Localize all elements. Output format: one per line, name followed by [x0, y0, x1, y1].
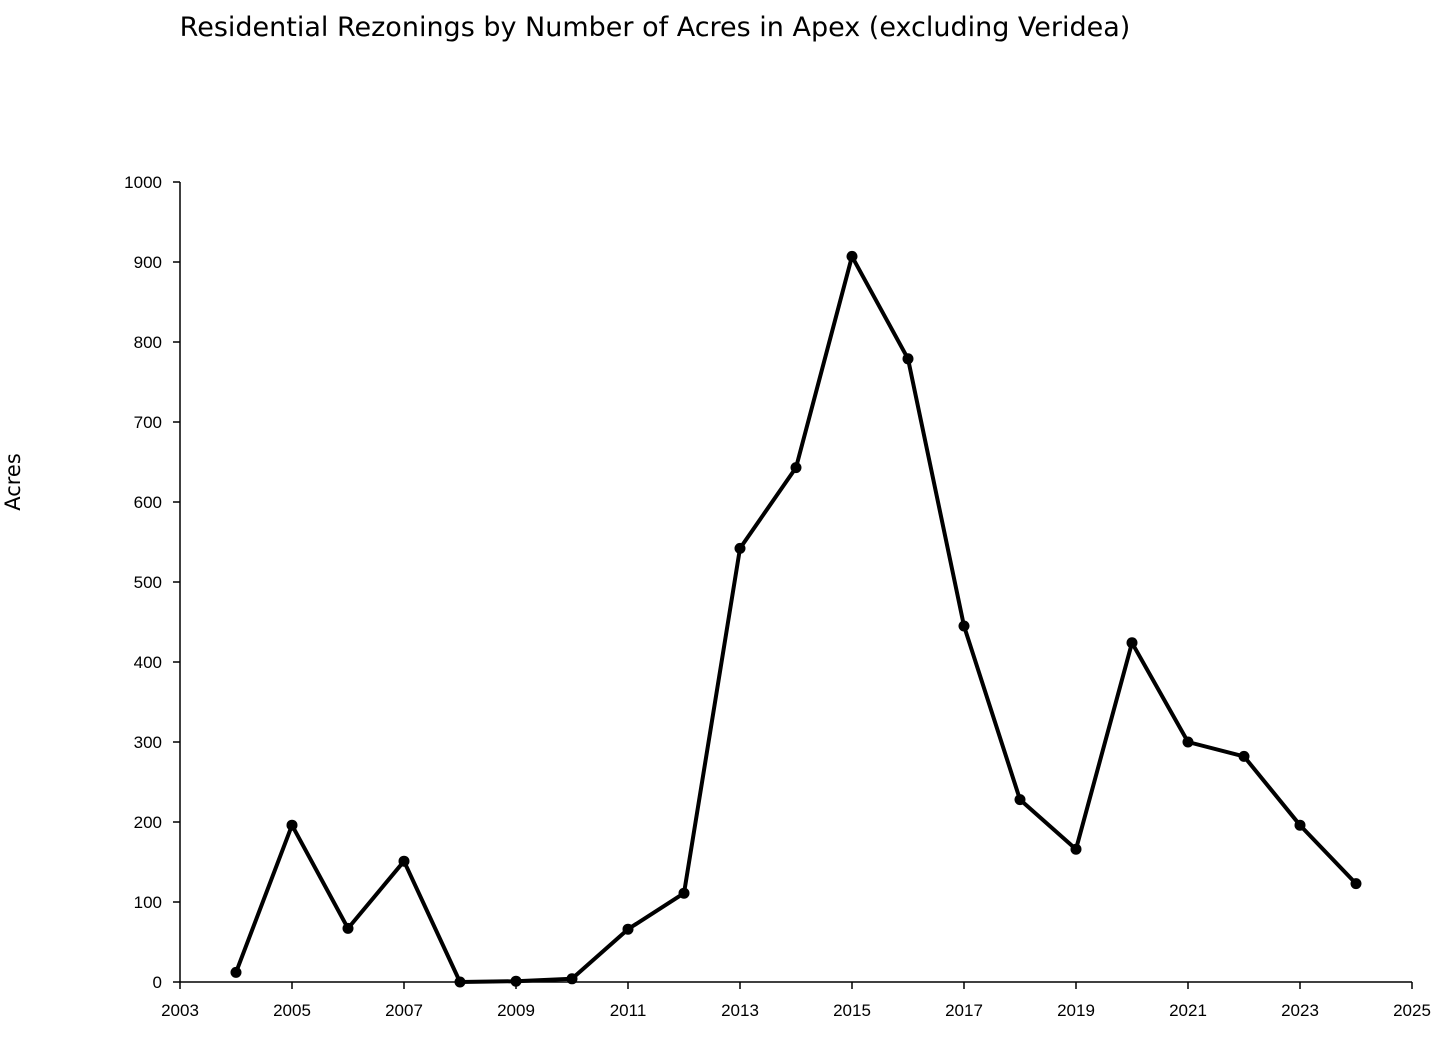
- data-point: [1126, 637, 1138, 649]
- data-point: [286, 819, 298, 831]
- y-tick-label: 800: [134, 333, 162, 352]
- series-layer: [230, 250, 1362, 988]
- y-tick-label: 900: [134, 253, 162, 272]
- x-tick-label: 2023: [1281, 1001, 1319, 1020]
- y-tick-label: 100: [134, 893, 162, 912]
- data-point: [566, 973, 578, 985]
- x-tick-label: 2019: [1057, 1001, 1095, 1020]
- data-point: [1182, 736, 1194, 748]
- x-tick-label: 2017: [945, 1001, 983, 1020]
- axes: [179, 182, 1412, 983]
- x-tick-label: 2011: [610, 1001, 647, 1020]
- y-axis-title: Acres: [1, 453, 25, 511]
- data-point: [902, 353, 914, 365]
- y-tick-label: 1000: [124, 173, 162, 192]
- data-point: [1350, 878, 1362, 890]
- y-tick-label: 700: [134, 413, 162, 432]
- data-point: [734, 542, 746, 554]
- x-tick-label: 2025: [1393, 1001, 1431, 1020]
- y-axis-ticks: 0 100 200 300 400 500 600 700 800 900 1000: [124, 173, 180, 992]
- data-point: [510, 975, 522, 987]
- y-tick-label: 400: [134, 653, 162, 672]
- data-point: [454, 976, 466, 988]
- data-point: [678, 887, 690, 899]
- data-point: [1070, 843, 1082, 855]
- y-tick-label: 0: [153, 973, 162, 992]
- data-point: [958, 620, 970, 632]
- x-tick-label: 2007: [385, 1001, 423, 1020]
- x-tick-label: 2013: [721, 1001, 759, 1020]
- y-tick-label: 600: [134, 493, 162, 512]
- data-point: [398, 855, 410, 867]
- x-tick-label: 2021: [1169, 1001, 1207, 1020]
- data-point: [622, 923, 634, 935]
- chart-title: Residential Rezonings by Number of Acres…: [179, 12, 1131, 43]
- data-point: [342, 922, 354, 934]
- data-point: [790, 462, 802, 474]
- data-point: [1014, 794, 1026, 806]
- x-tick-label: 2009: [497, 1001, 535, 1020]
- x-tick-label: 2003: [161, 1001, 199, 1020]
- y-tick-label: 300: [134, 733, 162, 752]
- x-tick-label: 2015: [833, 1001, 871, 1020]
- series-line: [234, 254, 1358, 984]
- y-tick-label: 200: [134, 813, 162, 832]
- y-tick-label: 500: [134, 573, 162, 592]
- data-point: [846, 250, 858, 262]
- data-point: [1294, 819, 1306, 831]
- x-axis-ticks: 2003 2005 2007 2009 2011 2013 2015 2017 2019 2021…: [161, 982, 1431, 1020]
- data-point: [230, 966, 242, 978]
- data-point: [1238, 750, 1250, 762]
- x-tick-label: 2005: [273, 1001, 311, 1020]
